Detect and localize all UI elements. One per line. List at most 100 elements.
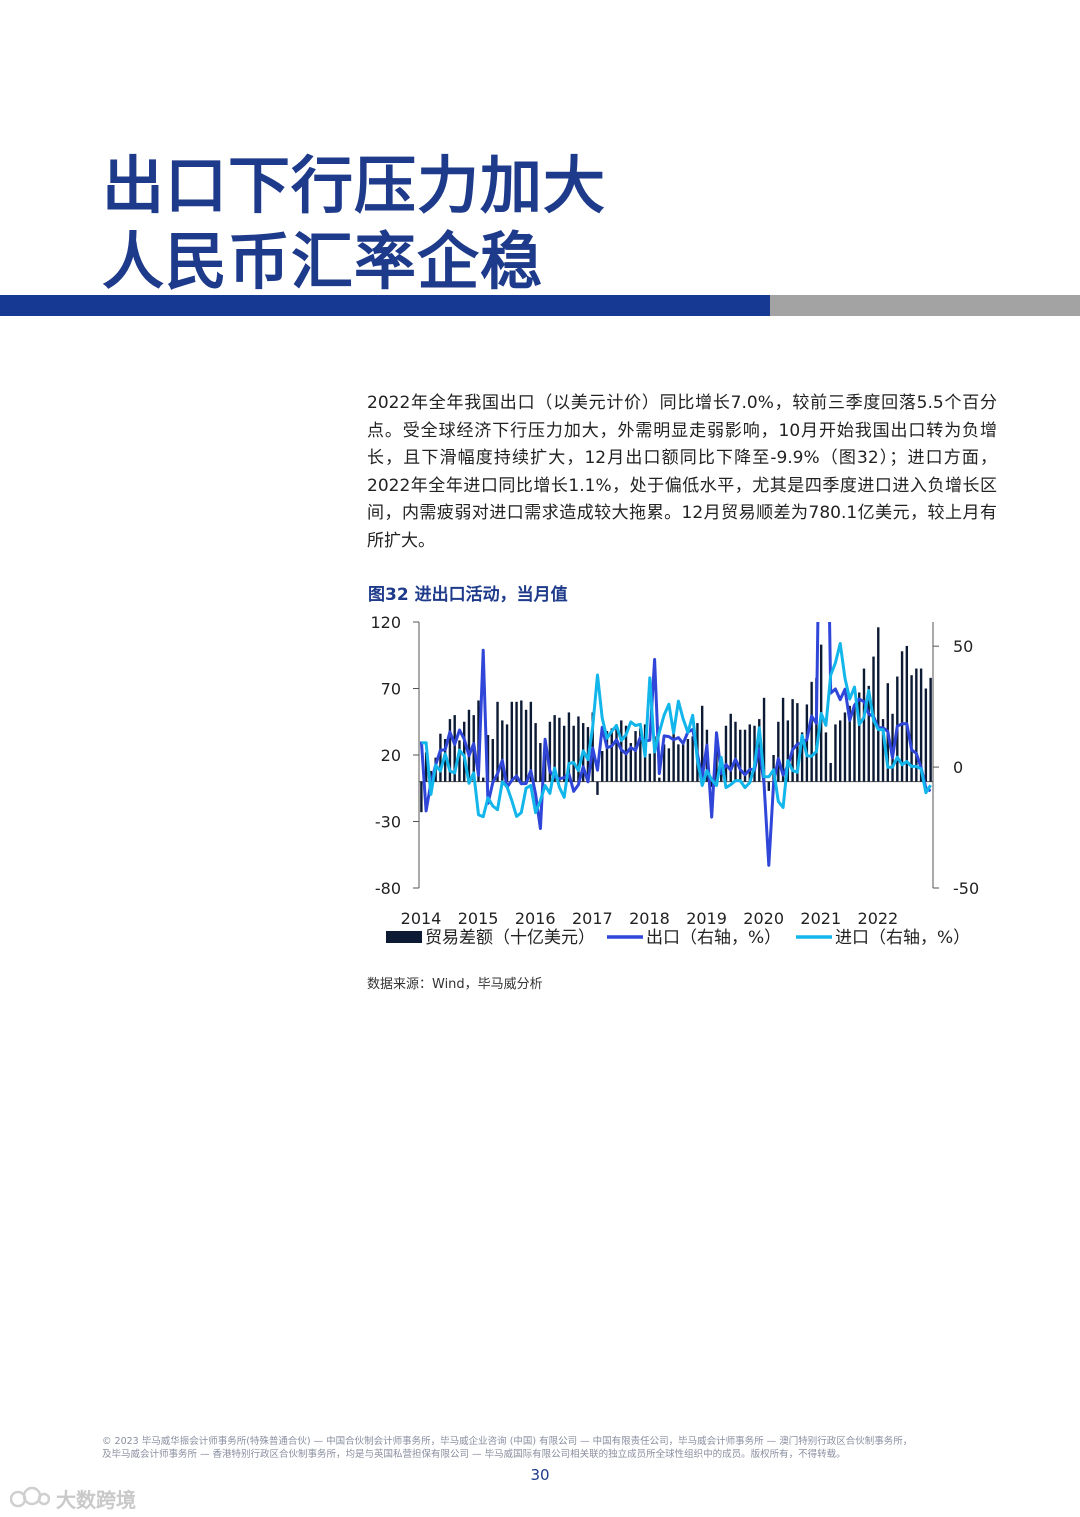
left-tick-label: 70 bbox=[381, 680, 401, 699]
legend-label: 贸易差额（十亿美元） bbox=[425, 928, 595, 948]
trade-balance-bar bbox=[562, 725, 566, 782]
trade-balance-bar bbox=[848, 705, 851, 782]
trade-balance-bar bbox=[800, 732, 804, 782]
trade-balance-bar bbox=[867, 685, 870, 782]
trade-balance-bar bbox=[900, 651, 904, 782]
trade-chart: 120 70 20 -30 -80 50 0 -50 2014 2015 2016 2017 2018 2… bbox=[370, 613, 979, 948]
watermark: 大数跨境 bbox=[10, 1484, 136, 1512]
x-tick-label: 2019 bbox=[686, 909, 727, 928]
trade-balance-bar bbox=[781, 697, 785, 782]
trade-balance-bar bbox=[491, 739, 494, 782]
trade-balance-bar bbox=[824, 732, 828, 782]
header-band-gray bbox=[770, 295, 1080, 316]
trade-balance-bar bbox=[572, 725, 575, 782]
trade-balance-bar bbox=[667, 748, 671, 782]
trade-balance-bar bbox=[520, 700, 523, 782]
trade-balance-bar bbox=[510, 701, 514, 782]
x-tick-label: 2021 bbox=[800, 909, 841, 928]
trade-balance-bar bbox=[796, 703, 799, 782]
trade-balance-bar bbox=[629, 743, 632, 782]
trade-balance-bar bbox=[672, 727, 675, 782]
plot-area bbox=[419, 622, 932, 867]
trade-balance-bar bbox=[905, 645, 909, 782]
page-title: 出口下行压力加大 人民币汇率企稳 bbox=[102, 148, 606, 300]
trade-balance-bar bbox=[539, 743, 542, 782]
trade-balance-bar bbox=[834, 724, 837, 782]
legend-swatch-trade-balance bbox=[386, 931, 422, 943]
page-title-line2: 人民币汇率企稳 bbox=[102, 225, 544, 298]
right-tick-label: 0 bbox=[953, 758, 963, 777]
trade-balance-bar bbox=[734, 721, 737, 782]
x-tick-label: 2015 bbox=[458, 909, 499, 928]
trade-balance-bar bbox=[463, 721, 466, 782]
figure-source: 数据来源：Wind，毕马威分析 bbox=[367, 977, 543, 992]
trade-balance-bar bbox=[729, 713, 732, 782]
trade-balance-bar bbox=[524, 709, 528, 782]
trade-balance-bar bbox=[877, 627, 880, 782]
trade-balance-bar bbox=[677, 744, 680, 782]
trade-balance-bar bbox=[496, 701, 499, 782]
trade-balance-bar bbox=[686, 739, 690, 782]
legend-label: 进口（右轴，%） bbox=[835, 928, 970, 948]
trade-balance-bar bbox=[910, 675, 913, 782]
trade-balance-bar bbox=[505, 724, 509, 782]
trade-balance-bar bbox=[829, 762, 832, 782]
x-tick-label: 2014 bbox=[401, 909, 442, 928]
trade-balance-bar bbox=[777, 721, 780, 782]
trade-balance-bar bbox=[501, 720, 504, 782]
trade-balance-bar bbox=[853, 704, 856, 782]
figure-caption: 图32 进出口活动，当月值 bbox=[368, 585, 568, 605]
trade-balance-bar bbox=[610, 728, 613, 782]
trade-balance-bar bbox=[743, 729, 747, 782]
trade-balance-bar bbox=[653, 736, 656, 782]
trade-balance-bar bbox=[710, 781, 713, 787]
legend-label: 出口（右轴，%） bbox=[646, 928, 781, 948]
trade-balance-bar bbox=[862, 668, 866, 782]
footer-line1: © 2023 毕马威华振会计师事务所(特殊普通合伙) — 中国合伙制会计师事务所… bbox=[102, 1436, 913, 1447]
trade-balance-bar bbox=[443, 739, 447, 782]
trade-balance-bar bbox=[786, 720, 790, 782]
header-band-blue bbox=[0, 295, 770, 316]
trade-balance-bar bbox=[648, 753, 652, 782]
left-tick-label: -80 bbox=[375, 879, 401, 898]
trade-balance-bar bbox=[482, 777, 485, 782]
footer-disclaimer: © 2023 毕马威华振会计师事务所(特殊普通合伙) — 中国合伙制会计师事务所… bbox=[102, 1436, 982, 1461]
trade-balance-bar bbox=[639, 728, 642, 782]
trade-balance-bar bbox=[739, 729, 742, 782]
body-paragraph: 2022年全年我国出口（以美元计价）同比增长7.0%，较前三季度回落5.5个百分… bbox=[367, 393, 997, 551]
page-title-line1: 出口下行压力加大 bbox=[102, 149, 607, 222]
trade-balance-bar bbox=[838, 720, 842, 782]
right-tick-label: 50 bbox=[953, 637, 973, 656]
trade-balance-bar bbox=[448, 719, 452, 782]
trade-balance-bar bbox=[805, 704, 809, 782]
trade-balance-bar bbox=[634, 731, 637, 782]
trade-balance-bar bbox=[534, 723, 537, 782]
trade-balance-bar bbox=[681, 744, 685, 782]
trade-balance-bar bbox=[915, 668, 918, 782]
trade-balance-bar bbox=[439, 733, 442, 782]
trade-balance-bar bbox=[767, 781, 771, 791]
trade-balance-bar bbox=[815, 677, 818, 782]
trade-balance-bar bbox=[762, 697, 766, 782]
trade-balance-bar bbox=[772, 755, 775, 782]
trade-balance-bar bbox=[791, 699, 794, 782]
trade-balance-bar bbox=[558, 717, 561, 782]
x-tick-label: 2018 bbox=[629, 909, 670, 928]
x-tick-label: 2022 bbox=[858, 909, 899, 928]
watermark-text: 大数跨境 bbox=[56, 1487, 136, 1512]
trade-balance-bar bbox=[662, 744, 666, 782]
trade-balance-bar bbox=[748, 724, 751, 782]
trade-balance-bar bbox=[515, 701, 518, 782]
trade-balance-bar bbox=[700, 705, 704, 782]
trade-balance-bar bbox=[529, 701, 533, 782]
right-tick-label: -50 bbox=[953, 879, 979, 898]
trade-balance-bar bbox=[810, 681, 813, 782]
trade-balance-bar bbox=[429, 770, 433, 782]
trade-balance-bar bbox=[724, 725, 728, 782]
trade-balance-bar bbox=[658, 777, 661, 782]
trade-balance-bar bbox=[605, 731, 609, 782]
trade-balance-bar bbox=[753, 725, 756, 782]
trade-balance-bar bbox=[553, 715, 556, 782]
trade-balance-bar bbox=[858, 692, 861, 782]
x-tick-label: 2017 bbox=[572, 909, 613, 928]
